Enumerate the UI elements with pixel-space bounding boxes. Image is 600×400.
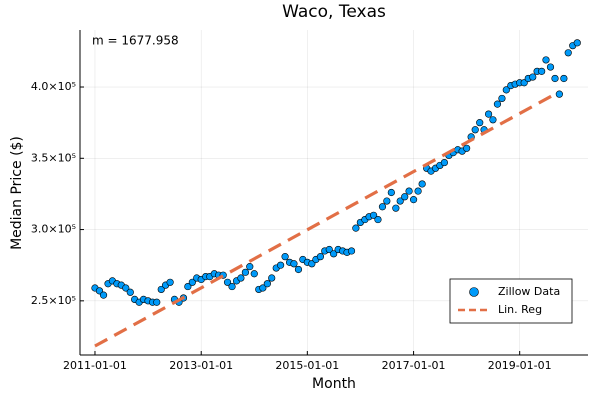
data-point [325, 245, 333, 254]
data-point [122, 284, 130, 292]
data-point [153, 298, 161, 306]
data-point [476, 119, 484, 127]
data-point [471, 126, 479, 134]
legend-label: Lin. Reg [498, 303, 542, 316]
data-point [493, 100, 502, 108]
data-point [241, 268, 250, 276]
data-point [166, 278, 174, 286]
data-point [374, 215, 382, 224]
data-point [405, 187, 413, 195]
x-tick-label: 2013-01-01 [169, 359, 233, 372]
data-point [396, 197, 404, 205]
data-point [126, 288, 134, 296]
data-point [573, 39, 581, 47]
y-axis-label: Median Price ($) [9, 136, 25, 250]
data-point [546, 63, 555, 71]
data-point [184, 282, 192, 291]
data-point [330, 250, 338, 258]
data-point [555, 90, 563, 98]
data-point [383, 197, 391, 205]
data-point [502, 86, 510, 94]
legend-label: Zillow Data [498, 285, 560, 298]
data-point [529, 73, 537, 81]
x-tick-label: 2017-01-01 [382, 359, 446, 372]
data-point [223, 278, 232, 286]
x-tick-label: 2019-01-01 [488, 359, 552, 372]
y-tick-label: 4.0×10⁵ [31, 80, 76, 93]
data-point [352, 224, 360, 232]
data-point [392, 204, 400, 212]
data-point [378, 203, 387, 211]
data-point [228, 282, 236, 291]
data-point [560, 74, 568, 83]
data-point [281, 253, 289, 261]
data-point [489, 116, 497, 124]
data-point [157, 285, 165, 294]
data-point [347, 247, 356, 255]
legend-box [449, 278, 573, 324]
data-point [484, 110, 493, 118]
legend: Zillow Data Lin. Reg [449, 278, 573, 324]
data-point [401, 193, 409, 201]
data-point [387, 188, 395, 197]
data-point [463, 144, 471, 152]
data-point [259, 284, 267, 292]
data-point [246, 263, 254, 271]
data-point [99, 291, 108, 299]
x-tick-label: 2015-01-01 [275, 359, 339, 372]
data-point [414, 187, 422, 195]
data-point [250, 270, 258, 278]
data-point [542, 56, 550, 64]
data-point [276, 261, 285, 269]
y-tick-label: 3.0×10⁵ [31, 223, 76, 236]
data-point [188, 278, 196, 286]
data-point [370, 211, 378, 219]
data-point [316, 253, 325, 261]
annotation: m = 1677.958 [92, 34, 179, 48]
y-tick-label: 3.5×10⁵ [31, 151, 76, 164]
legend-symbol [469, 287, 479, 297]
data-point [290, 260, 298, 268]
data-point [409, 196, 418, 204]
data-point [263, 280, 271, 288]
data-point [294, 265, 303, 274]
data-point [268, 274, 276, 282]
data-point [418, 180, 426, 188]
data-point [551, 74, 559, 83]
x-axis-label: Month [312, 376, 356, 392]
chart-title: Waco, Texas [282, 2, 386, 22]
data-point [237, 274, 245, 282]
data-point [498, 94, 506, 103]
data-point [538, 67, 546, 75]
data-point [440, 158, 448, 167]
y-tick-label: 2.5×10⁵ [31, 294, 76, 307]
data-point [564, 49, 572, 57]
x-tick-label: 2011-01-01 [63, 359, 127, 372]
